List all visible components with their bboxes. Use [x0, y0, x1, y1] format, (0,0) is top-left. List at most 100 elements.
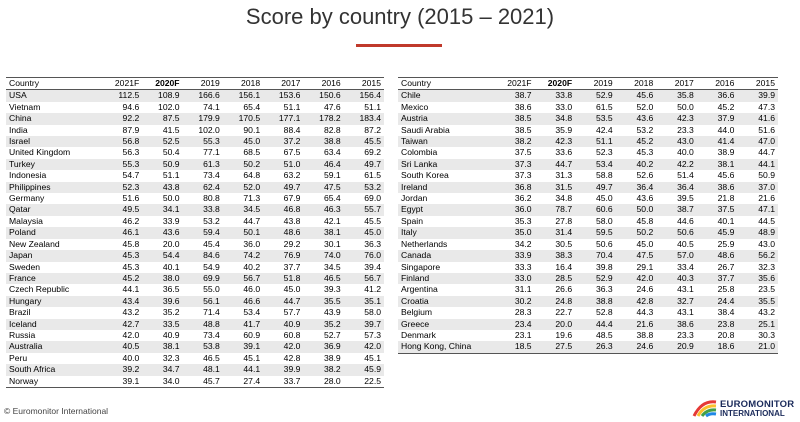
score-cell: 58.8 [595, 170, 613, 181]
score-cell: 56.8 [102, 136, 143, 148]
table-row: Vietnam 94.6 102.0 74.1 65.4 51.1 47.6 51.1 [6, 102, 384, 113]
score-cell: 59.5 [575, 227, 616, 239]
score-cell: 44.5 [758, 215, 775, 226]
score-cell: 45.0 [595, 193, 613, 204]
score-cell: 51.1 [283, 101, 301, 112]
country-cell: China [6, 113, 102, 125]
score-cell: 36.9 [303, 341, 344, 353]
score-cell: 45.0 [283, 284, 301, 295]
score-cell: 33.9 [162, 215, 180, 226]
country-cell: Qatar [6, 204, 102, 216]
score-cell: 53.4 [575, 158, 616, 171]
score-cell: 34.5 [323, 261, 341, 272]
score-cell: 26.3 [575, 341, 616, 354]
score-cell: 67.9 [283, 193, 301, 204]
table-row: India 87.9 41.5 102.0 90.1 88.4 82.8 87.2 [6, 125, 384, 136]
score-cell: 18.6 [696, 341, 738, 354]
score-cell: 179.9 [182, 113, 223, 125]
country-cell: Germany [9, 193, 45, 204]
score-cell: 53.2 [636, 124, 654, 135]
country-cell: Mexico [401, 101, 429, 112]
country-cell: Sweden [9, 261, 41, 272]
score-cell: 47.5 [615, 250, 657, 262]
column-header: 2018 [222, 76, 264, 91]
score-cell: 40.9 [162, 329, 180, 340]
country-cell: Czech Republic [9, 284, 70, 295]
column-header: 2018 [615, 76, 657, 91]
score-cell: 21.6 [615, 318, 657, 330]
score-cell: 36.4 [656, 181, 697, 194]
score-cell: 42.3 [656, 113, 697, 125]
score-cell: 47.0 [737, 136, 778, 148]
score-cell: 39.3 [323, 284, 341, 295]
score-cell: 56.7 [343, 272, 384, 285]
score-cell: 45.4 [203, 238, 220, 249]
score-cell: 39.9 [737, 89, 778, 102]
score-cell: 38.4 [717, 307, 735, 318]
score-cell: 33.0 [494, 272, 535, 285]
header-row: Country 2021F 2020F 2019 2018 2017 2016 2015 [6, 76, 384, 91]
score-cell: 38.8 [636, 329, 654, 340]
score-cell: 63.2 [283, 170, 301, 181]
score-cell: 42.0 [343, 341, 384, 353]
score-cell: 30.2 [494, 295, 535, 308]
table-row: Finland 33.0 28.5 52.9 42.0 40.3 37.7 35.6 [398, 272, 778, 285]
score-cell: 44.1 [737, 158, 778, 171]
score-cell: 33.0 [555, 101, 573, 112]
score-cell: 33.6 [555, 147, 573, 158]
table-row: Sri Lanka 37.3 44.7 53.4 40.2 42.2 38.1 44.1 [398, 158, 778, 171]
country-cell: Israel [6, 136, 102, 148]
score-cell: 170.5 [222, 113, 264, 125]
country-cell: South Korea [401, 170, 449, 181]
table-row: Norway 39.1 34.0 45.7 27.4 33.7 28.0 22.5 [6, 375, 384, 388]
score-cell: 45.3 [636, 147, 654, 158]
score-cell: 84.6 [182, 250, 223, 262]
country-cell: Norway [6, 375, 102, 388]
score-cell: 44.6 [677, 215, 694, 226]
logo-line-2: INTERNATIONAL [720, 409, 785, 418]
score-cell: 76.0 [343, 250, 384, 262]
score-cell: 25.8 [717, 284, 735, 295]
score-cell: 39.9 [263, 364, 304, 376]
column-header: 2020F [142, 76, 183, 91]
score-cell: 49.7 [263, 181, 304, 194]
score-cell: 34.1 [142, 204, 183, 216]
score-cell: 38.0 [142, 272, 183, 285]
score-cell: 52.0 [636, 101, 654, 112]
score-cell: 51.0 [263, 158, 304, 171]
score-cell: 178.2 [303, 113, 344, 125]
score-cell: 44.1 [122, 284, 140, 295]
score-cell: 73.4 [203, 170, 220, 181]
score-cell: 53.2 [343, 181, 384, 194]
country-cell: Croatia [398, 295, 494, 308]
score-cell: 42.0 [615, 272, 657, 285]
score-cell: 52.3 [595, 147, 613, 158]
score-cell: 38.7 [656, 204, 697, 216]
score-cell: 27.5 [534, 341, 576, 354]
score-cell: 39.5 [677, 193, 694, 204]
score-cell: 40.1 [717, 215, 735, 226]
country-cell: New Zealand [9, 238, 60, 249]
score-cell: 50.0 [162, 193, 180, 204]
score-cell: 36.0 [494, 204, 535, 216]
country-cell: France [6, 272, 102, 285]
score-cell: 21.6 [758, 193, 775, 204]
score-cell: 49.5 [102, 204, 143, 216]
score-cell: 43.2 [758, 307, 775, 318]
score-cell: 45.6 [615, 89, 657, 102]
score-cell: 45.9 [696, 227, 738, 239]
score-cell: 68.5 [243, 147, 261, 158]
table-row: Sweden 45.3 40.1 54.9 40.2 37.7 34.5 39.4 [6, 262, 384, 273]
score-cell: 50.0 [615, 204, 657, 216]
country-cell: Iceland [6, 318, 102, 330]
table-row: Germany 51.6 50.0 80.8 71.3 67.9 65.4 69.0 [6, 193, 384, 204]
score-cell: 46.3 [303, 204, 344, 216]
score-cell: 23.4 [494, 318, 535, 330]
score-cell: 52.6 [636, 170, 654, 181]
score-cell: 45.2 [717, 101, 735, 112]
score-cell: 87.9 [122, 124, 140, 135]
score-cell: 42.8 [615, 295, 657, 308]
score-cell: 28.0 [303, 375, 344, 388]
score-cell: 156.1 [222, 89, 264, 102]
score-cell: 37.7 [696, 272, 738, 285]
